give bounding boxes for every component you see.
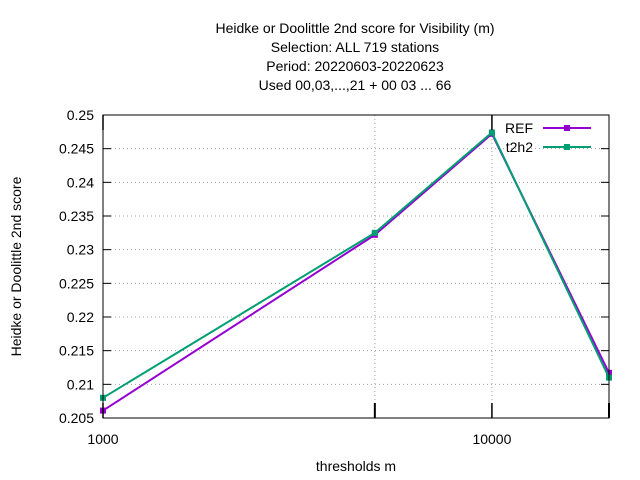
title-line: Selection: ALL 719 stations [271,39,439,55]
ticks: 0.205 0.21 0.215 0.22 0.225 0.23 0.235 0.24 0.24… [59,107,610,447]
y-tick-label: 0.23 [67,242,94,258]
series-line-t2h2 [102,131,610,399]
x-tick-label: 10000 [472,431,511,447]
series-line-ref [102,132,610,412]
title-line: Heidke or Doolittle 2nd score for Visibi… [215,20,494,36]
data-point [371,229,378,236]
plot-frame [102,114,610,419]
x-tick-label: 1000 [87,431,118,447]
legend-label: REF [505,120,533,136]
y-tick-label: 0.215 [59,343,94,359]
y-tick-label: 0.205 [59,410,94,426]
series-layer [100,129,612,414]
y-tick-label: 0.225 [59,275,94,291]
chart-title: Heidke or Doolittle 2nd score for Visibi… [215,20,494,93]
y-tick-label: 0.235 [59,208,94,224]
title-line: Used 00,03,...,21 + 00 03 ... 66 [259,77,452,93]
x-axis-label: thresholds m [316,458,396,474]
y-tick-label: 0.25 [67,107,94,123]
title-line: Period: 20220603-20220623 [266,58,444,74]
legend-marker [564,125,570,131]
data-point [488,129,495,136]
y-tick-label: 0.21 [67,376,94,392]
legend-marker [564,144,570,150]
y-axis-label: Heidke or Doolittle 2nd score [8,176,24,356]
legend: REF t2h2 [505,120,591,155]
legend-label: t2h2 [506,139,533,155]
y-tick-label: 0.24 [67,174,94,190]
grid [103,115,609,418]
y-tick-label: 0.245 [59,141,94,157]
y-tick-label: 0.22 [67,309,94,325]
